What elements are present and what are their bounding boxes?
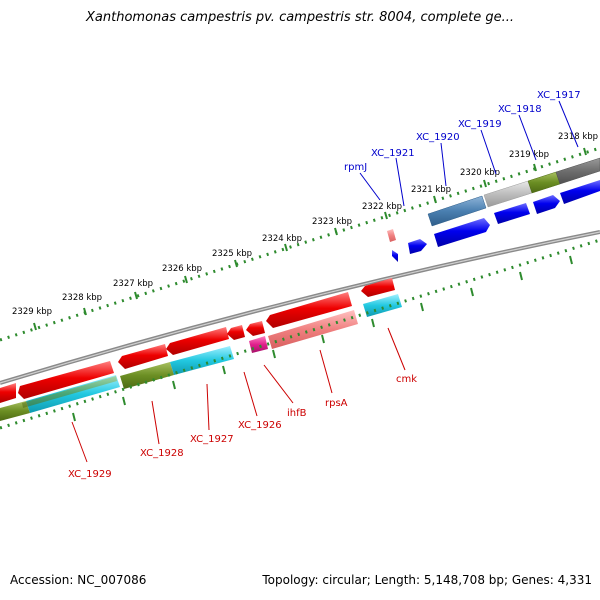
forward-strand-features[interactable]: [387, 157, 600, 262]
gene-arrow: [560, 180, 600, 204]
gene-arrow: [408, 239, 427, 254]
feature-block-olive: [120, 362, 174, 389]
scale-labels: 2318 kbp 2319 kbp 2320 kbp 2321 kbp 2322…: [12, 132, 598, 317]
gene-arrow: [533, 195, 560, 214]
scale-label: 2318 kbp: [558, 132, 598, 142]
gene-arrow: [227, 325, 245, 340]
outer-major-ticks: [33, 147, 587, 331]
feature-block-olive: [527, 171, 561, 194]
gene-label: XC_1917: [537, 90, 581, 101]
gene-arrow: [0, 383, 16, 403]
scale-label: 2326 kbp: [162, 264, 202, 274]
genome-stats-label: Topology: circular; Length: 5,148,708 bp…: [262, 573, 592, 587]
gene-label: XC_1921: [371, 148, 415, 159]
gene-label: XC_1919: [458, 119, 502, 130]
scale-label: 2324 kbp: [262, 234, 302, 244]
reverse-gene-labels: cmk rpsA ihfB XC_1926 XC_1927 XC_1928 XC…: [68, 327, 417, 480]
gene-label: rpmJ: [344, 162, 367, 173]
gene-label: XC_1926: [238, 420, 282, 431]
gene-label: XC_1927: [190, 434, 234, 445]
forward-gene-labels: XC_1917 XC_1918 XC_1919 XC_1920 XC_1921 …: [344, 90, 581, 207]
map-title: Xanthomonas campestris pv. campestris st…: [86, 10, 514, 25]
gene-arrow: [494, 203, 530, 224]
scale-label: 2325 kbp: [212, 249, 252, 259]
scale-label: 2321 kbp: [411, 185, 451, 195]
gene-label: rpsA: [325, 398, 348, 409]
scale-label: 2323 kbp: [312, 217, 352, 227]
feature-block-steel: [427, 195, 487, 227]
feature-block-olive: [0, 401, 30, 421]
feature-block-cyan: [170, 346, 234, 375]
gene-arrow: [118, 344, 168, 369]
scale-label: 2322 kbp: [362, 202, 402, 212]
gene-label: XC_1920: [416, 132, 460, 143]
feature-block-dark: [555, 157, 600, 185]
outer-scale-track: [0, 146, 600, 342]
scale-label: 2327 kbp: [113, 279, 153, 289]
gene-arrow: [246, 321, 265, 336]
gene-label: ihfB: [287, 408, 307, 419]
gene-arrow: [18, 361, 114, 399]
gene-arrow: [266, 292, 352, 328]
feature-block-grey: [483, 180, 533, 208]
scale-label: 2319 kbp: [509, 150, 549, 160]
gene-label: XC_1929: [68, 469, 112, 480]
reverse-strand-features[interactable]: [0, 278, 402, 421]
scale-label: 2328 kbp: [62, 293, 102, 303]
gene-label: XC_1918: [498, 104, 542, 115]
inner-scale-track: [0, 238, 600, 430]
gene-arrow: [361, 278, 395, 297]
genome-backbone: [0, 230, 600, 385]
feature-block-cyan: [363, 294, 402, 317]
gene-arrow: [434, 218, 490, 247]
gene-arrow: [392, 250, 398, 262]
gene-label: cmk: [396, 374, 417, 385]
scale-label: 2320 kbp: [460, 168, 500, 178]
gene-arrow: [166, 327, 229, 355]
feature-block-salmon: [387, 229, 396, 242]
feature-block-olive: [22, 376, 117, 408]
accession-label: Accession: NC_007086: [10, 573, 147, 587]
scale-label: 2329 kbp: [12, 307, 52, 317]
feature-block-magenta: [249, 336, 268, 353]
gene-label: XC_1928: [140, 448, 184, 459]
